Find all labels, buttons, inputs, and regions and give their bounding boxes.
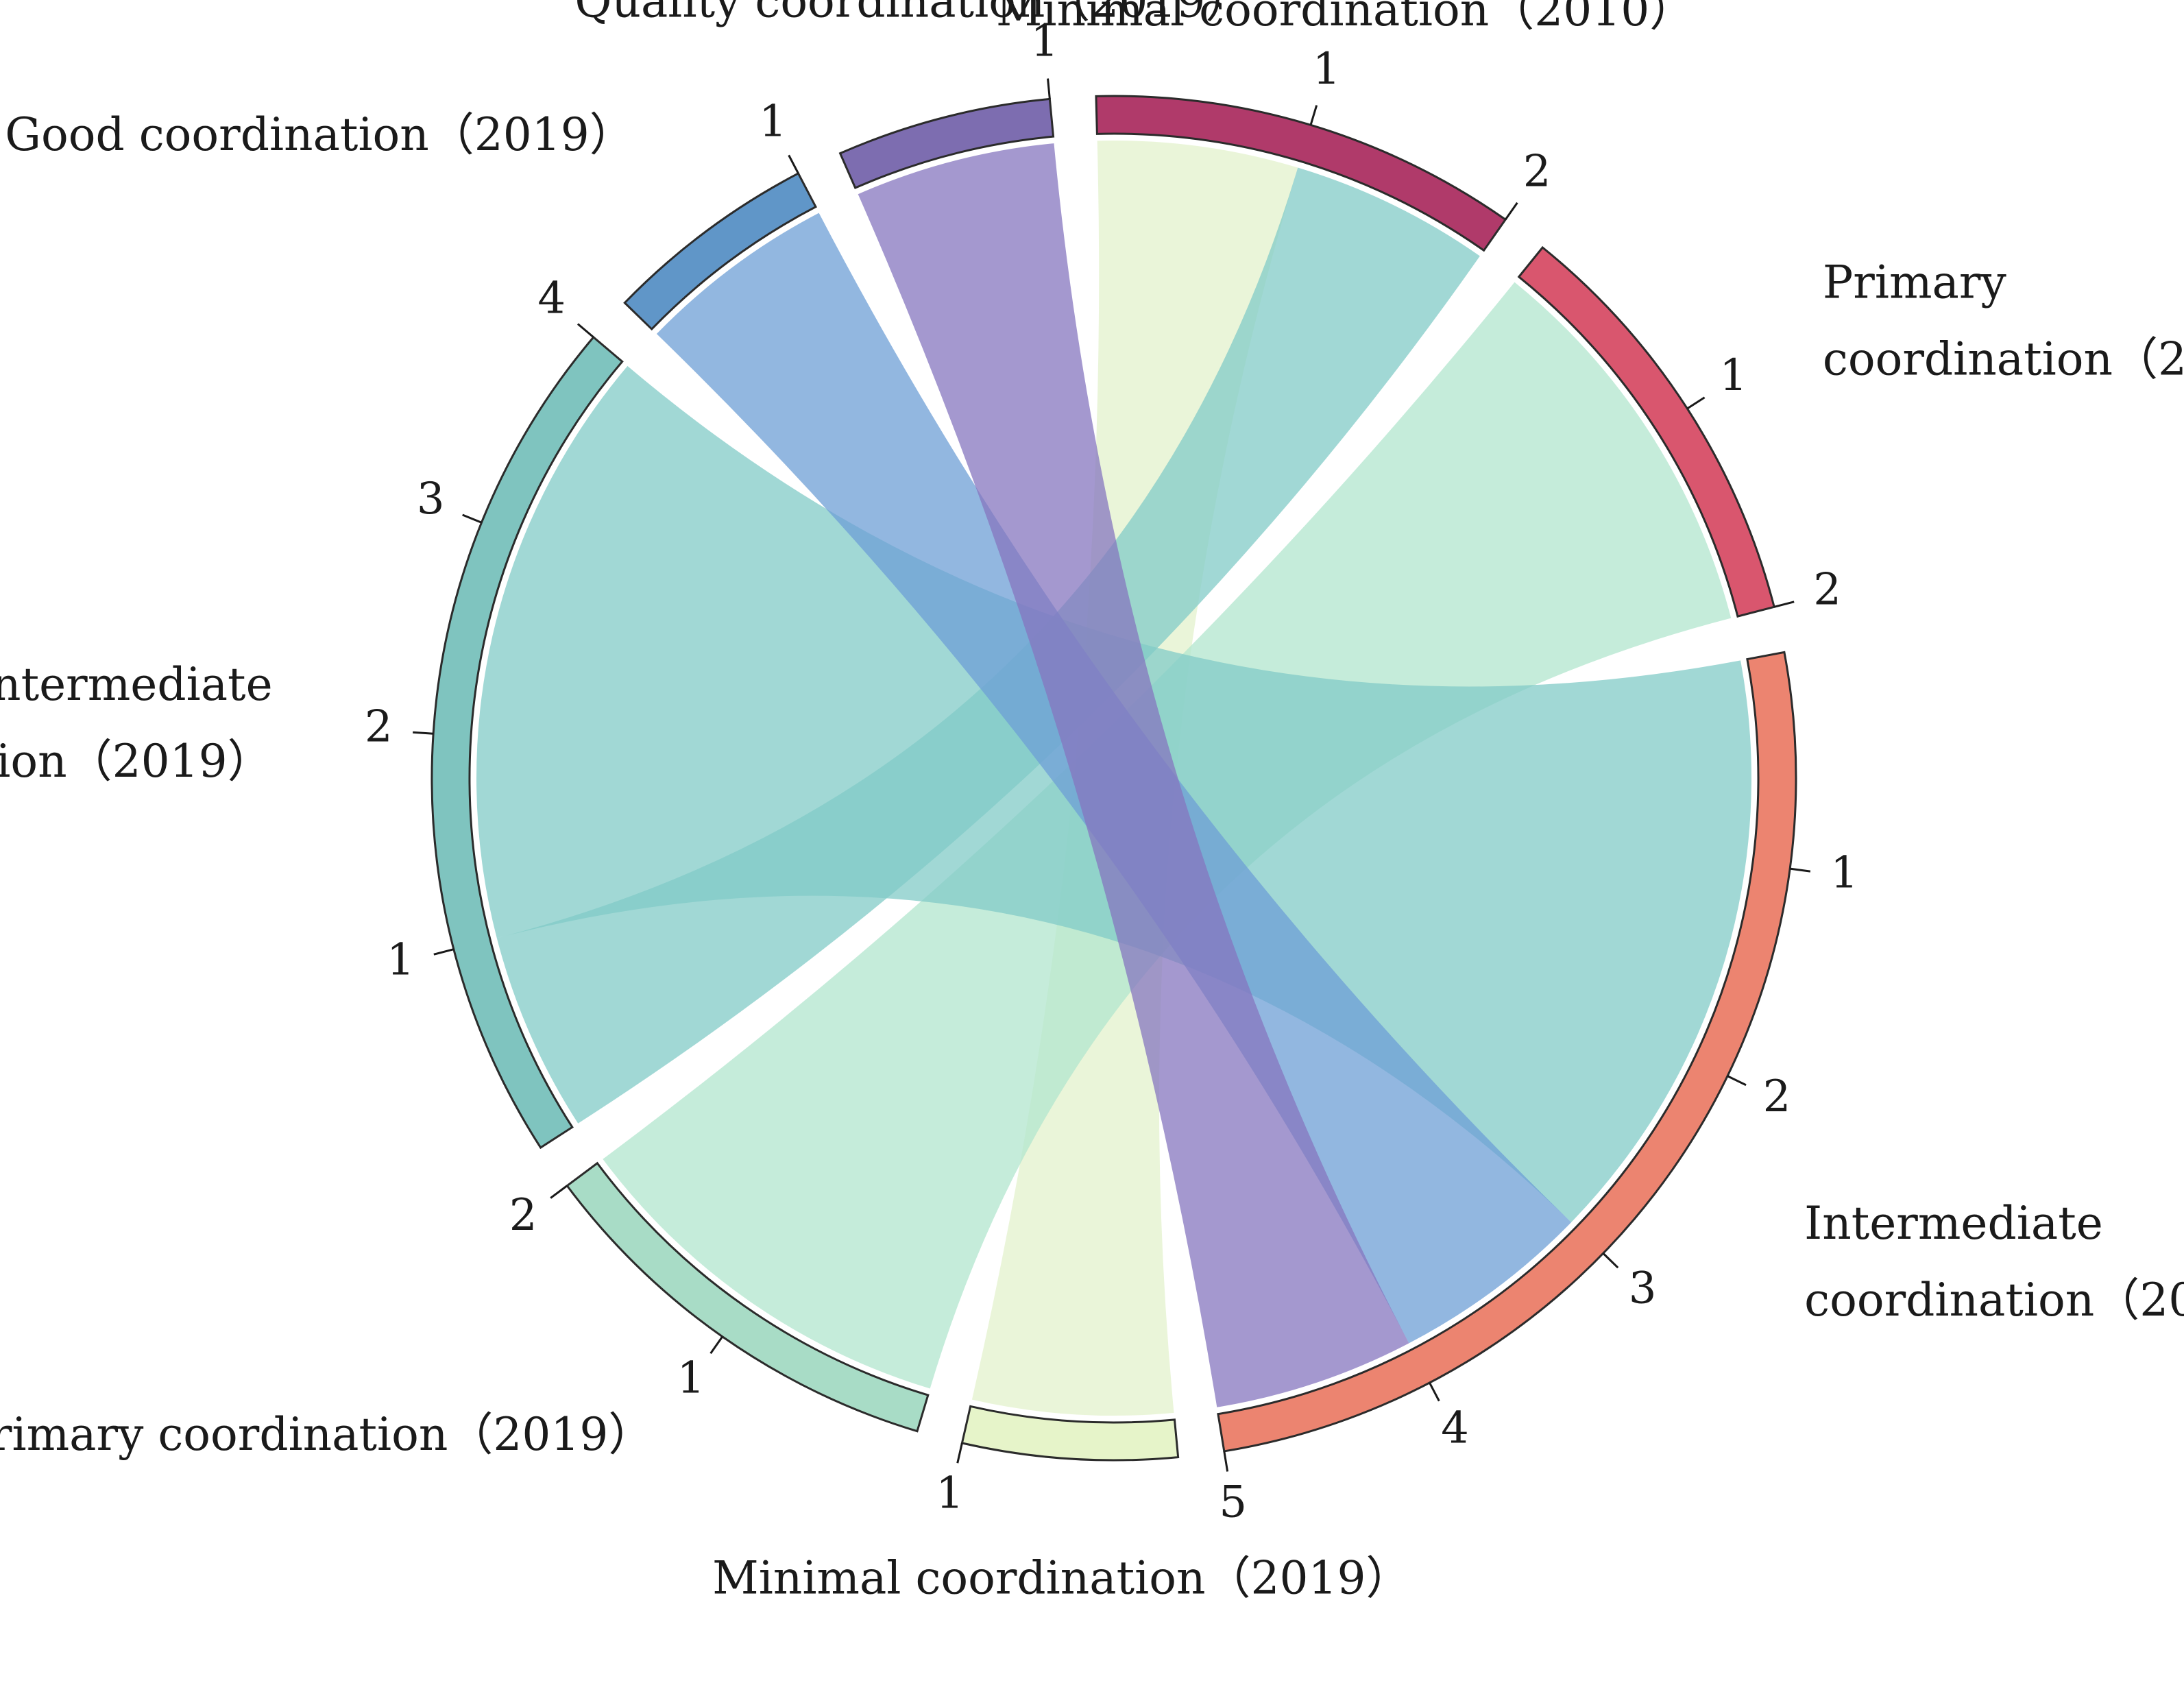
tick-min2010-1 bbox=[1309, 105, 1318, 125]
group-label-line-int2019-0: Intermediate bbox=[0, 658, 273, 711]
tick-label-pri2019-1: 1 bbox=[677, 1353, 705, 1404]
tick-label-good2019-1: 1 bbox=[759, 97, 787, 147]
tick-int2010-5 bbox=[1223, 1451, 1229, 1472]
tick-int2010-3 bbox=[1602, 1252, 1619, 1269]
tick-label-qual2019-1: 1 bbox=[1030, 16, 1058, 66]
tick-pri2010-2 bbox=[1773, 601, 1795, 608]
group-label-line-pri2010-1: coordination（2010） bbox=[1823, 333, 2184, 386]
tick-int2019-2 bbox=[413, 731, 434, 735]
group-arc-good2019 bbox=[623, 171, 818, 331]
group-label-line-pri2010-0: Primary bbox=[1823, 256, 2007, 309]
group-label-min2010: Minimal coordination（2010） bbox=[996, 0, 1695, 36]
tick-label-min2010-1: 1 bbox=[1313, 44, 1341, 95]
tick-min2010-2 bbox=[1504, 202, 1518, 221]
group-label-int2019: Intermediate coordination（2019） bbox=[0, 658, 273, 788]
tick-qual2019-1 bbox=[1047, 78, 1051, 99]
group-label-line-min2010-0: Minimal coordination（2010） bbox=[996, 0, 1695, 36]
group-arc-min2010 bbox=[1095, 95, 1507, 252]
tick-pri2019-1 bbox=[709, 1335, 724, 1355]
chord-ribbons bbox=[476, 141, 1752, 1416]
group-arcs bbox=[430, 95, 1797, 1462]
tick-label-int2010-1: 1 bbox=[1830, 847, 1858, 898]
tick-good2019-1 bbox=[788, 154, 799, 174]
tick-pri2010-1 bbox=[1686, 396, 1706, 410]
group-label-line-min2019-0: Minimal coordination（2019） bbox=[712, 1552, 1411, 1605]
tick-int2010-1 bbox=[1789, 867, 1811, 873]
tick-label-int2019-2: 2 bbox=[365, 702, 393, 753]
group-label-line-pri2019-0: Primary coordination（2019） bbox=[0, 1408, 653, 1461]
group-arc-qual2019 bbox=[838, 97, 1055, 190]
group-arc-pri2010 bbox=[1517, 245, 1775, 618]
group-label-int2010: Intermediate coordination（2010） bbox=[1804, 1197, 2184, 1327]
arc-ticks: 1 2 1 2 1 2 3 4 5 1 1 2 1 2 3 4 1 1 bbox=[365, 16, 1858, 1527]
group-label-pri2010: Primary coordination（2010） bbox=[1823, 256, 2184, 386]
tick-label-int2010-2: 2 bbox=[1763, 1071, 1791, 1122]
tick-label-min2019-1: 1 bbox=[936, 1468, 964, 1519]
group-label-qual2019: Quality coordination（2019） bbox=[574, 0, 1250, 27]
tick-label-pri2019-2: 2 bbox=[509, 1190, 537, 1241]
group-label-line-qual2019-0: Quality coordination（2019） bbox=[574, 0, 1250, 27]
group-label-good2019: Good coordination（2019） bbox=[5, 108, 634, 161]
tick-int2019-4 bbox=[577, 323, 594, 339]
group-label-line-good2019-0: Good coordination（2019） bbox=[5, 108, 634, 161]
group-arc-min2019 bbox=[960, 1405, 1180, 1462]
tick-int2019-3 bbox=[462, 513, 483, 524]
group-label-pri2019: Primary coordination（2019） bbox=[0, 1408, 653, 1461]
tick-label-min2010-2: 2 bbox=[1523, 146, 1551, 197]
tick-int2019-1 bbox=[433, 948, 454, 956]
tick-label-int2010-3: 3 bbox=[1629, 1263, 1657, 1314]
tick-min2019-1 bbox=[956, 1442, 963, 1464]
tick-int2010-4 bbox=[1429, 1382, 1440, 1402]
group-label-line-int2010-0: Intermediate bbox=[1804, 1197, 2103, 1250]
ribbon-int2010-to-qual2019 bbox=[858, 143, 1409, 1407]
tick-int2010-2 bbox=[1727, 1075, 1747, 1087]
tick-label-int2019-4: 4 bbox=[537, 274, 566, 324]
tick-pri2019-2 bbox=[550, 1185, 568, 1199]
group-labels: Minimal coordination（2010） Primary coordin… bbox=[0, 0, 2184, 1605]
tick-label-pri2010-2: 2 bbox=[1813, 565, 1841, 616]
tick-label-pri2010-1: 1 bbox=[1719, 350, 1747, 401]
tick-label-int2010-4: 4 bbox=[1441, 1403, 1469, 1453]
group-label-min2019: Minimal coordination（2019） bbox=[712, 1552, 1411, 1605]
tick-label-int2019-1: 1 bbox=[387, 934, 415, 985]
tick-label-int2019-3: 3 bbox=[417, 474, 445, 524]
group-label-line-int2019-1: coordination（2019） bbox=[0, 735, 273, 788]
tick-label-int2010-5: 5 bbox=[1219, 1477, 1247, 1527]
group-label-line-int2010-1: coordination（2010） bbox=[1804, 1274, 2184, 1327]
group-arc-pri2019 bbox=[566, 1161, 930, 1433]
